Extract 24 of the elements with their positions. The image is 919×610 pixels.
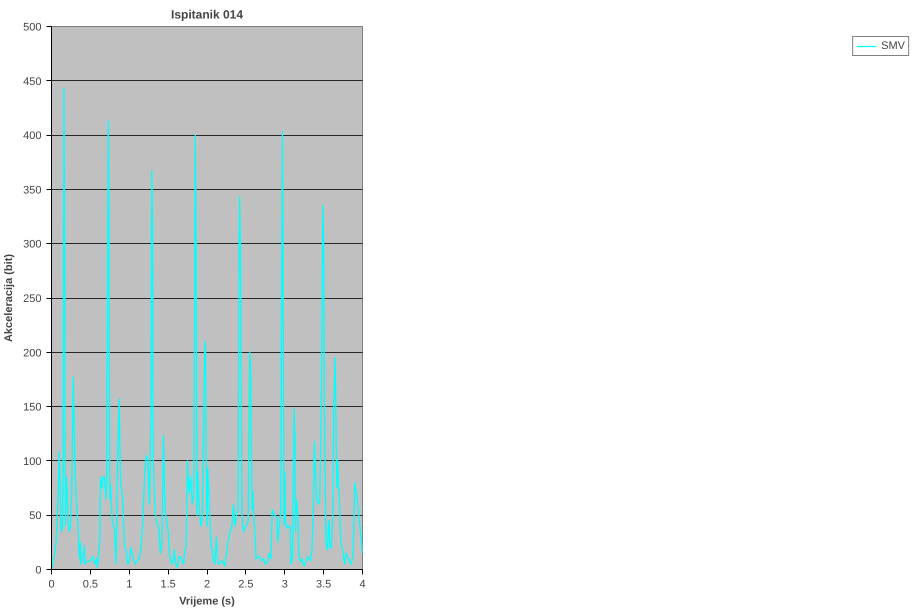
x-tick-label: 2 (204, 578, 210, 590)
y-tick-label: 450 (23, 76, 42, 88)
y-tick-label: 350 (23, 184, 42, 196)
x-axis-title: Vrijeme (s) (179, 596, 236, 608)
y-tick-label: 300 (23, 238, 42, 251)
y-tick-label: 500 (23, 22, 42, 34)
x-tick-label: 4 (359, 578, 366, 590)
x-tick-label: 0.5 (82, 578, 98, 590)
x-tick-label: 0 (48, 578, 55, 590)
y-tick-label: 250 (23, 293, 42, 305)
x-tick-label: 2.5 (238, 578, 254, 590)
x-tick-label: 3.5 (316, 578, 332, 590)
y-tick-label: 100 (23, 456, 42, 468)
y-tick-label: 400 (23, 130, 42, 142)
y-tick-label: 200 (23, 347, 42, 360)
x-tick-label: 3 (282, 578, 288, 590)
x-tick-label: 1.5 (160, 578, 176, 590)
chart-title: Ispitanik 014 (170, 8, 244, 22)
y-axis-title: Akceleracija (bit) (3, 254, 16, 342)
y-tick-label: 0 (35, 564, 42, 576)
y-tick-label: 150 (23, 402, 42, 414)
legend-label: SMV (881, 40, 905, 52)
x-tick-label: 1 (126, 578, 132, 590)
y-tick-label: 50 (29, 510, 42, 522)
